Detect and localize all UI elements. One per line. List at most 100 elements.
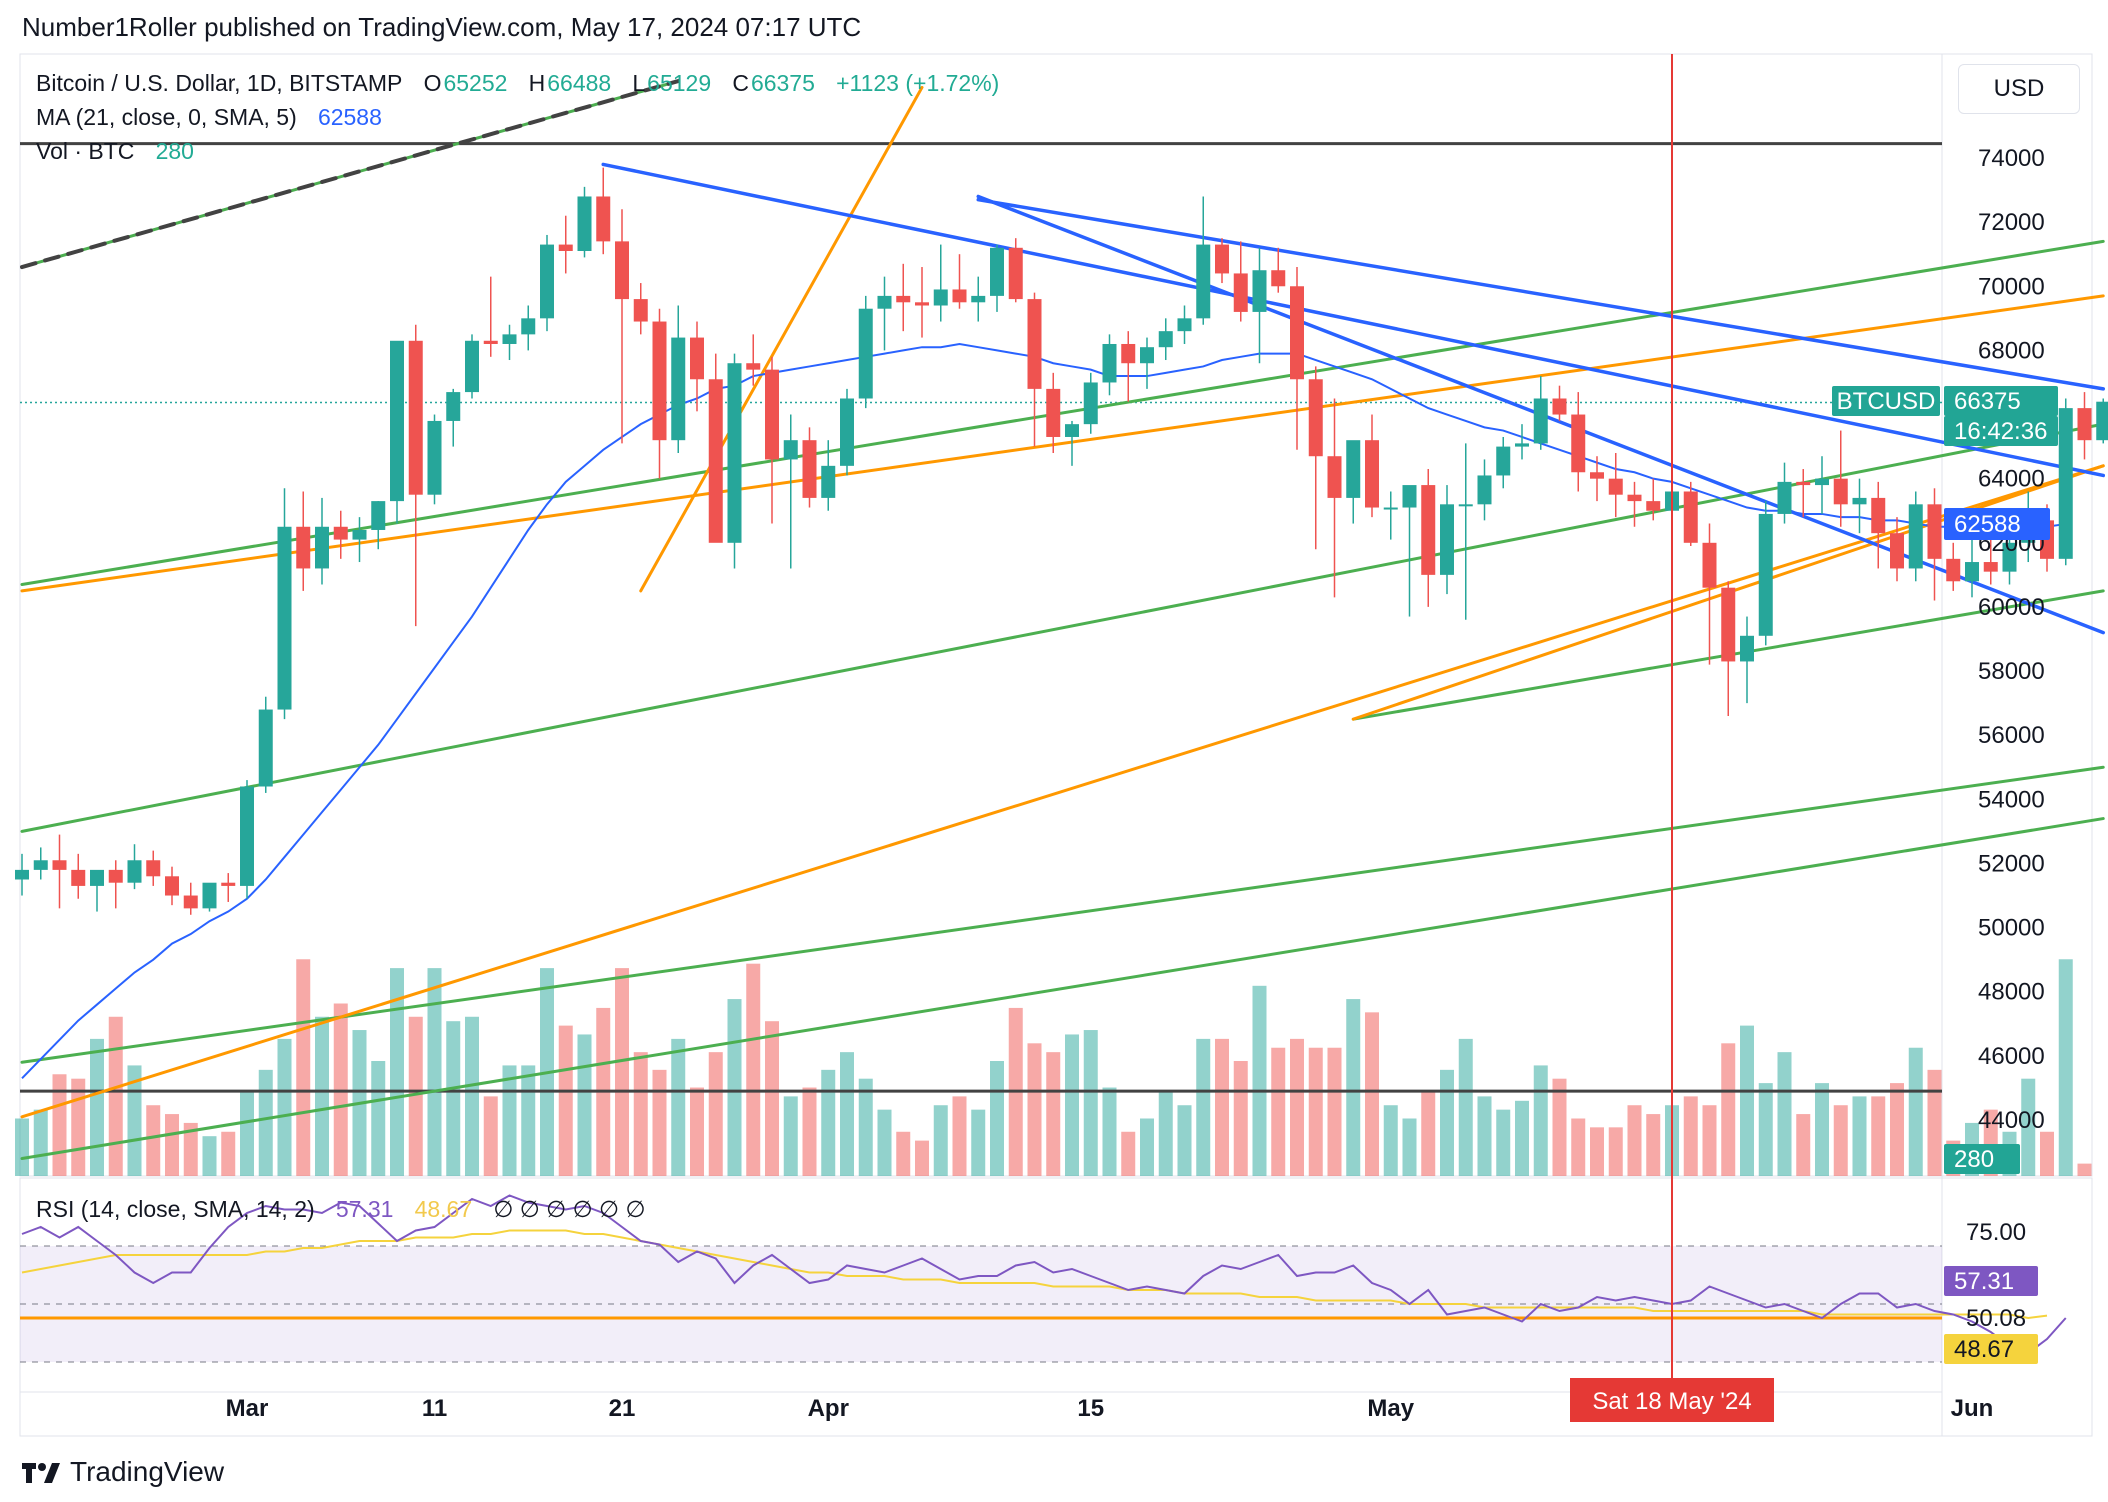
volume-bar [1121, 1131, 1136, 1176]
volume-bar [165, 1114, 179, 1176]
volume-bar [90, 1038, 104, 1176]
candle-body [1927, 504, 1942, 559]
candle-body [1533, 398, 1548, 444]
symbol-tag: BTCUSD [1837, 388, 1936, 415]
volume-bar [690, 1087, 704, 1176]
candle-body [896, 295, 911, 303]
rsi-value-tag: 57.31 [1954, 1268, 2014, 1295]
legend-ma-label: MA (21, close, 0, SMA, 5) [36, 104, 297, 130]
volume-bar [1796, 1114, 1811, 1176]
volume-bar [1140, 1118, 1154, 1176]
legend-high: 66488 [547, 70, 612, 96]
candle-body [1702, 542, 1717, 588]
volume-bar [1515, 1100, 1529, 1176]
drawing-layer [20, 79, 2105, 1160]
candle-body [1627, 494, 1642, 502]
volume-bar [671, 1038, 686, 1176]
candle-body [52, 860, 67, 870]
volume-bar [1458, 1038, 1473, 1176]
candle-body [1608, 478, 1623, 495]
candle-body [2096, 401, 2108, 441]
legend-rsi-label: RSI (14, close, SMA, 14, 2) [36, 1196, 315, 1222]
volume-bar [971, 1109, 986, 1176]
candle-body [802, 440, 817, 498]
volume-bar [1890, 1083, 1904, 1176]
legend-vol-label: Vol · BTC [36, 138, 135, 164]
candle-body [877, 295, 892, 309]
volume-bar [446, 1021, 461, 1176]
candle-body [127, 860, 142, 883]
volume-tag: 280 [1954, 1146, 1994, 1173]
price-tick-label: 56000 [1978, 722, 2045, 749]
volume-bar [52, 1074, 67, 1176]
volume-bar [1683, 1096, 1698, 1176]
volume-bar [1233, 1061, 1248, 1176]
volume-bar [990, 1061, 1004, 1176]
volume-bar [1740, 1025, 1754, 1176]
candle-body [2077, 408, 2092, 441]
volume-bar [783, 1096, 798, 1176]
volume-bar [1608, 1127, 1623, 1176]
candle-body [1721, 587, 1736, 662]
candle-body [1515, 443, 1529, 447]
candle-body [371, 501, 386, 530]
time-tick-label: May [1367, 1395, 1414, 1422]
candle-body [427, 420, 442, 495]
candle-body [652, 321, 667, 441]
candle-body [202, 882, 217, 909]
rsi-ma-tag-bg [1944, 1334, 2038, 1364]
candle-body [671, 337, 686, 441]
volume-bar [1927, 1069, 1942, 1176]
volume-bar [315, 1016, 329, 1176]
volume-bar [615, 968, 629, 1176]
currency-button[interactable]: USD [1958, 64, 2080, 114]
volume-bar [1196, 1038, 1211, 1176]
candle-body [1477, 475, 1492, 505]
rsi-ma-tag: 48.67 [1954, 1336, 2014, 1363]
main-pane-border [19, 53, 2093, 1177]
volume-bar [1815, 1083, 1829, 1176]
ma21-line [21, 342, 2066, 1080]
rsi-tick-label: 50.08 [1966, 1305, 2026, 1332]
price-tick-label: 72000 [1978, 209, 2045, 236]
volume-bar [1440, 1069, 1454, 1176]
price-tick-label: 74000 [1978, 145, 2045, 172]
date-marker-tag [1570, 1378, 1774, 1422]
volume-bar [296, 959, 311, 1176]
candle-body [296, 526, 311, 569]
orange-line-1 [20, 464, 2105, 1119]
volume-bar [2021, 1078, 2036, 1176]
candle-body [1252, 270, 1267, 312]
candle-body [1290, 286, 1304, 380]
volume-bar [1346, 999, 1361, 1176]
footer-brand: TradingView [70, 1456, 225, 1487]
candle-body [33, 860, 48, 870]
candle-body [821, 465, 836, 498]
candle-body [1008, 247, 1023, 300]
candle-body [1065, 424, 1079, 437]
volume-bar [33, 1109, 48, 1176]
volume-bar [1777, 1052, 1792, 1176]
candle-body [1458, 504, 1473, 507]
volume-bar [258, 1069, 273, 1176]
candle-body [240, 786, 254, 886]
legend-h-label: H [528, 70, 546, 96]
currency-label: USD [1993, 75, 2045, 102]
candle-body [277, 526, 292, 710]
volume-bar [1552, 1078, 1567, 1176]
candle-body [840, 398, 854, 466]
volume-bar [1065, 1034, 1079, 1176]
ma-price-tag: 62588 [1954, 511, 2021, 538]
volume-bar [408, 1016, 423, 1176]
candle-body [2058, 408, 2073, 559]
candle-body [1177, 318, 1192, 332]
candle-body [577, 196, 592, 251]
candle-body [1271, 270, 1286, 287]
legend-rsi-extras: ∅ ∅ ∅ ∅ ∅ ∅ [493, 1196, 646, 1222]
volume-bar [558, 1025, 573, 1176]
candle-body [596, 196, 611, 242]
blue-trendline-2 [976, 197, 2105, 391]
volume-bar [1252, 985, 1267, 1176]
volume-bar [1158, 1091, 1173, 1176]
